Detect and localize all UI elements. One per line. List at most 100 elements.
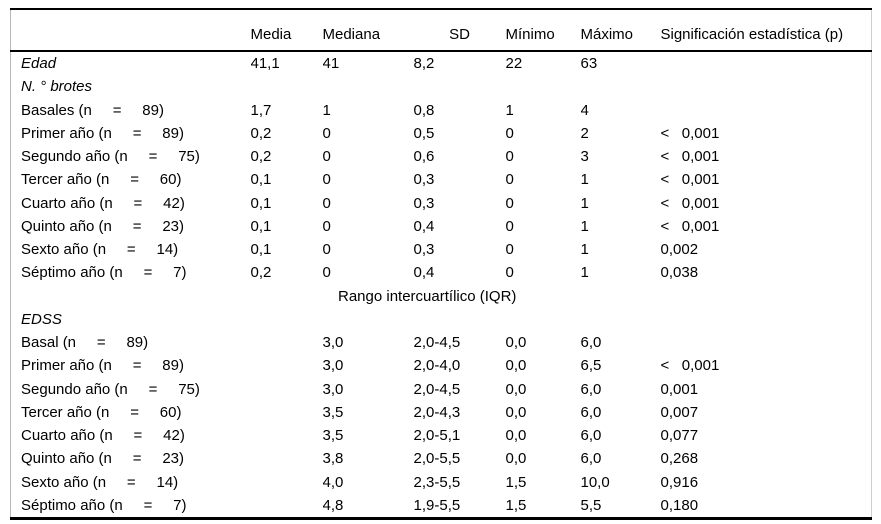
row-label: Basal (n = 89) [21,334,149,351]
cell-p: 0,077 [660,427,699,444]
table-row: Segundo año (n = 75) 3,0 2,0-4,5 0,0 6,0 0,00… [11,378,872,401]
cell-minimo: 1,5 [505,473,527,491]
cell-sd: 2,3-5,5 [413,473,461,491]
cell-minimo: 1 [505,101,514,119]
cell-media [251,471,323,494]
table-row: Cuarto año (n = 42) 3,5 2,0-5,1 0,0 6,0 0,077 [11,424,872,447]
row-label: Edad [21,55,57,72]
cell-media [251,331,323,354]
cell-sd: 1,9-5,5 [413,496,461,514]
cell-media: 0,2 [250,264,272,282]
cell-p: 0,038 [660,264,699,282]
cell-minimo [506,75,581,98]
cell-minimo: 0,0 [505,357,527,375]
cell-mediana: 4,0 [322,473,344,491]
cell-media [251,401,323,424]
cell-mediana: 1 [322,101,331,119]
cell-mediana [323,75,414,98]
cell-mediana: 3,8 [322,450,344,468]
statistics-table: Media Mediana SD Mínimo Máximo Significación … [10,8,872,520]
cell-mediana: 3,0 [322,357,344,375]
table-row: Cuarto año (n = 42) 0,1 0 0,3 0 1 < 0,001 [11,192,872,215]
cell-p [661,75,872,98]
cell-media [251,308,323,331]
cell-mediana: 3,5 [322,427,344,444]
cell-p: 0,180 [660,496,699,514]
cell-p: 0,268 [660,450,699,468]
table-row: Sexto año (n = 14) 0,1 0 0,3 0 1 0,002 [11,238,872,261]
cell-maximo: 6,0 [580,403,602,421]
cell-p [661,51,872,75]
cell-p: < 0,001 [660,171,720,189]
cell-p: < 0,001 [660,194,720,212]
iqr-spanner-label: Rango intercuartílico (IQR) [338,287,517,305]
section-row: N. ° brotes [11,75,872,98]
cell-minimo [506,308,581,331]
cell-p: 0,001 [660,380,699,398]
row-label: Cuarto año (n = 42) [21,194,185,212]
table-row: Séptimo año (n = 7) 0,2 0 0,4 0 1 0,038 [11,261,872,284]
cell-maximo: 63 [580,55,598,72]
cell-p: < 0,001 [660,124,720,142]
cell-minimo: 0,0 [505,403,527,421]
cell-sd: 2,0-4,5 [413,334,461,351]
cell-media: 0,1 [250,241,272,258]
cell-maximo: 6,5 [580,357,602,375]
cell-minimo: 0 [505,264,514,282]
cell-sd: 2,0-5,5 [413,450,461,468]
table-row: Tercer año (n = 60) 3,5 2,0-4,3 0,0 6,0 0,007 [11,401,872,424]
cell-media [251,447,323,470]
cell-media: 41,1 [250,55,280,72]
cell-media: 0,1 [250,217,272,235]
cell-media [251,75,323,98]
cell-minimo: 0 [505,148,514,165]
cell-maximo: 1 [580,171,589,189]
cell-minimo: 0,0 [505,450,527,468]
cell-mediana: 0 [322,124,331,142]
cell-sd: 2,0-4,5 [413,380,461,398]
cell-sd [414,75,506,98]
cell-sd: 2,0-4,3 [413,403,461,421]
cell-mediana: 0 [322,264,331,282]
column-header-maximo: Máximo [580,26,634,43]
cell-media [251,494,323,519]
cell-maximo [581,308,661,331]
cell-media: 0,2 [250,148,272,165]
cell-sd: 0,8 [413,101,435,119]
cell-minimo: 0 [505,194,514,212]
row-label: Sexto año (n = 14) [21,241,179,258]
cell-p [661,99,872,122]
row-label: Séptimo año (n = 7) [21,496,187,514]
cell-maximo: 6,0 [580,450,602,468]
row-label: Segundo año (n = 75) [21,380,200,398]
cell-maximo: 1 [580,194,589,212]
row-label: EDSS [21,310,62,328]
table-row: Primer año (n = 89) 0,2 0 0,5 0 2 < 0,001 [11,122,872,145]
cell-p: 0,002 [660,241,699,258]
cell-minimo: 1,5 [505,496,527,514]
row-label: Quinto año (n = 23) [21,217,185,235]
cell-mediana: 3,0 [322,380,344,398]
cell-sd: 0,5 [413,124,435,142]
cell-maximo: 6,0 [580,334,602,351]
cell-maximo: 5,5 [580,496,602,514]
table-row: Basal (n = 89) 3,0 2,0-4,5 0,0 6,0 [11,331,872,354]
cell-media: 0,2 [250,124,272,142]
cell-maximo: 1 [580,241,589,258]
cell-maximo: 1 [580,217,589,235]
header-row: Media Mediana SD Mínimo Máximo Significación … [10,9,872,51]
cell-media [251,378,323,401]
cell-mediana [323,308,414,331]
row-label: Segundo año (n = 75) [21,148,200,165]
row-label: Primer año (n = 89) [21,124,184,142]
row-label: Cuarto año (n = 42) [21,427,185,444]
cell-minimo: 0 [505,171,514,189]
cell-media [251,354,323,377]
cell-p: < 0,001 [660,148,720,165]
cell-sd: 2,0-4,0 [413,357,461,375]
column-header-p: Significación estadística (p) [660,26,844,43]
cell-maximo: 4 [580,101,589,119]
cell-mediana: 4,8 [322,496,344,514]
column-header-sd: SD [449,26,470,43]
